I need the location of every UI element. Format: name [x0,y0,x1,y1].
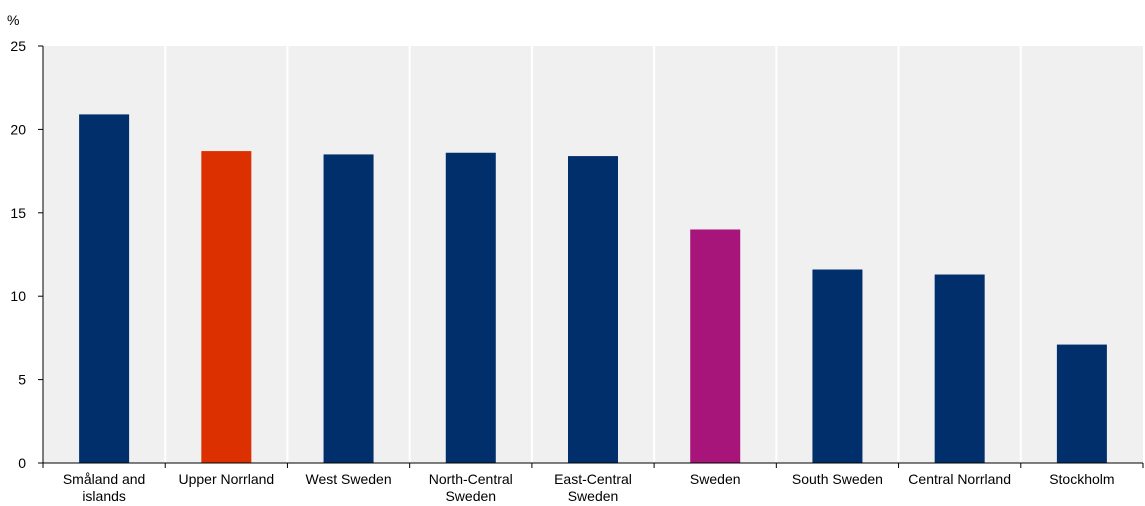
bar [445,152,496,463]
y-tick-label: 15 [10,205,26,221]
y-tick-label: 25 [10,38,26,54]
x-tick-label: North-Central Sweden [429,471,513,504]
x-tick-label: Stockholm [1049,471,1114,487]
y-axis-ticks: 0 5 10 15 20 25 [10,38,43,471]
axes [42,46,1143,464]
x-tick-label: Upper Norrland [178,471,274,487]
bar [79,114,130,463]
grid-lines [164,46,1022,463]
bar [201,151,252,464]
x-axis-labels: Småland and islands Upper Norrland West Swe… [42,463,1144,504]
bar [934,274,985,463]
y-tick-label: 20 [10,121,26,137]
bar [568,156,618,463]
y-tick-label: 0 [18,455,26,471]
x-tick-label: West Sweden [305,471,391,487]
bar [812,269,863,463]
x-tick-label: Småland and islands [63,471,146,504]
y-axis-unit-label: % [7,12,19,28]
x-tick-label: South Sweden [792,471,883,487]
bar [323,154,374,464]
y-tick-label: 5 [18,372,26,388]
bar [1056,344,1107,463]
x-tick-label: Sweden [690,471,741,487]
x-tick-label: Central Norrland [908,471,1011,487]
y-tick-label: 10 [10,288,26,304]
bar [690,229,741,463]
bars [79,114,1107,464]
x-tick-label: East-Central Sweden [554,471,632,504]
